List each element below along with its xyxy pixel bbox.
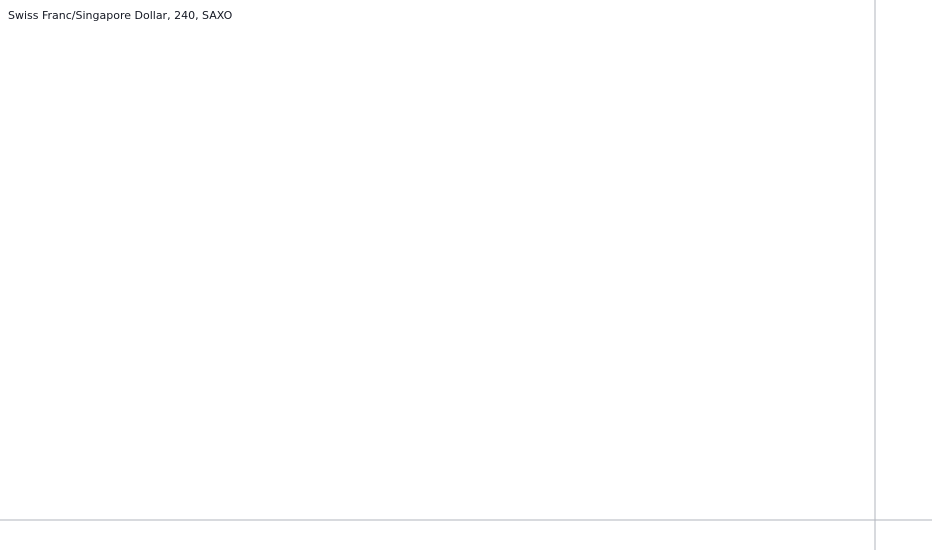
chart-title: Swiss Franc/Singapore Dollar, 240, SAXO: [8, 9, 233, 22]
